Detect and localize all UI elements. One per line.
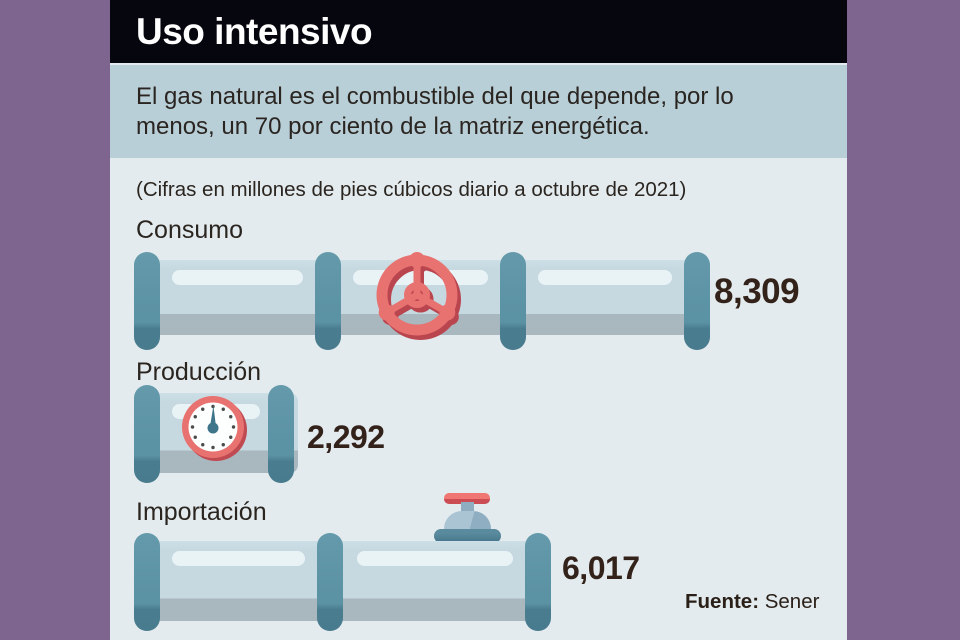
pipe-highlight [172,551,305,566]
page-title: Uso intensivo [136,10,373,52]
subtitle-line-2: menos, un 70 por ciento de la matriz ene… [136,113,650,140]
pipe-flange [268,385,294,483]
subtitle-line-1: El gas natural es el combustible del que… [136,83,734,110]
valve-handle-bar [444,493,490,504]
pipe-highlight [538,270,672,285]
pipe-flange [317,533,343,631]
units-note: (Cifras en millones de pies cúbicos diar… [136,178,687,201]
pipe-flange [525,533,551,631]
pipe-flange [315,252,341,350]
source-label: Fuente: [685,590,760,613]
gauge-icon [182,396,247,461]
pipe-flange [134,385,160,483]
source-name: Sener [764,590,820,613]
value-produccion: 2,292 [307,419,385,455]
row-label-consumo: Consumo [136,216,243,244]
pipe-flange [134,533,160,631]
pipe-flange [134,252,160,350]
source-line: Fuente: Sener [685,590,819,614]
valve-wheel-icon [376,252,461,340]
pipe-highlight [172,270,303,285]
pipe-flange [500,252,526,350]
pipe-highlight [357,551,513,566]
valve-base [434,529,501,543]
valve-bell [444,511,491,532]
value-importacion: 6,017 [562,550,640,586]
title-bar: Uso intensivo [110,0,847,63]
pipe-flange [684,252,710,350]
row-label-produccion: Producción [136,358,262,386]
subtitle-band: El gas natural es el combustible del que… [110,65,847,158]
infographic-card: Uso intensivo El gas natural es el combu… [110,0,847,640]
row-label-importacion: Importación [136,498,267,526]
value-consumo: 8,309 [714,272,800,311]
